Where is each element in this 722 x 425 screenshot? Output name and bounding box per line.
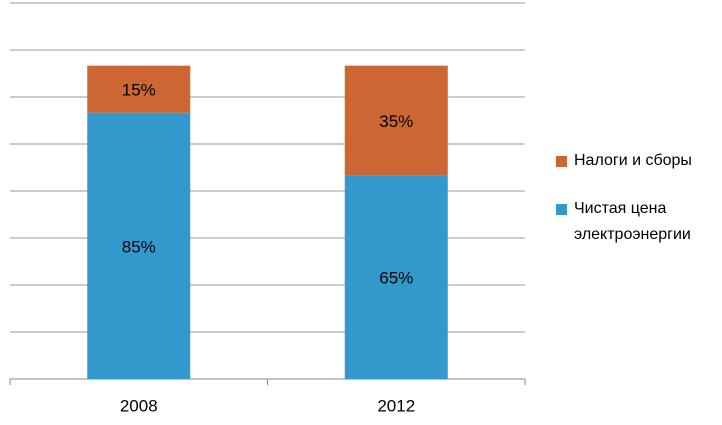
legend-item: Чистая цена электроэнергии <box>556 196 716 248</box>
data-label: 65% <box>379 269 413 288</box>
legend-item: Налоги и сборы <box>556 148 716 174</box>
x-tick-label: 2008 <box>120 396 158 415</box>
bar-segment <box>87 65 191 113</box>
data-label: 15% <box>122 81 156 100</box>
legend-swatch <box>556 156 567 167</box>
legend: Налоги и сборы Чистая цена электроэнергии <box>556 148 716 270</box>
bar-segment <box>344 175 448 379</box>
legend-label: Налоги и сборы <box>574 152 692 169</box>
data-label: 85% <box>122 237 156 256</box>
legend-label: Чистая цена электроэнергии <box>574 200 691 243</box>
data-label: 35% <box>379 112 413 131</box>
bar-segment <box>344 65 448 176</box>
bar-segment <box>87 112 191 380</box>
legend-swatch <box>556 204 567 215</box>
x-tick-label: 2012 <box>377 396 415 415</box>
